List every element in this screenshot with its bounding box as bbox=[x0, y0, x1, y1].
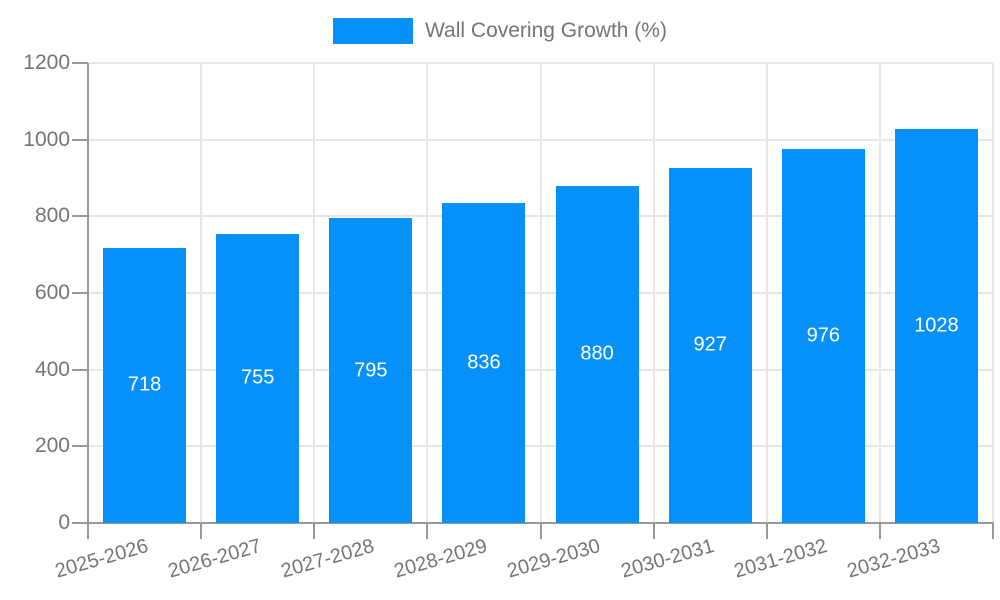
bar[interactable] bbox=[103, 247, 187, 523]
bar[interactable] bbox=[216, 233, 300, 523]
x-axis-tick bbox=[200, 523, 203, 539]
y-axis-tick-label: 0 bbox=[58, 511, 70, 534]
x-axis-tick-label: 2025-2026 bbox=[52, 535, 151, 583]
x-gridline bbox=[313, 63, 316, 523]
x-gridline bbox=[200, 63, 203, 523]
bar-value-label: 795 bbox=[354, 359, 388, 382]
x-axis-tick bbox=[765, 523, 768, 539]
x-axis-tick bbox=[652, 523, 655, 539]
bar-value-label: 976 bbox=[806, 324, 840, 347]
bar-value-label: 927 bbox=[693, 333, 727, 356]
x-axis-tick-label: 2032-2033 bbox=[844, 535, 943, 583]
bar[interactable] bbox=[329, 218, 413, 523]
x-axis-tick-label: 2031-2032 bbox=[731, 535, 830, 583]
bar-value-label: 755 bbox=[241, 366, 275, 389]
x-axis-tick-label: 2026-2027 bbox=[165, 535, 264, 583]
y-axis-tick bbox=[72, 445, 88, 448]
x-axis-tick-label: 2028-2029 bbox=[391, 535, 491, 583]
x-axis-tick bbox=[426, 523, 429, 539]
bar[interactable] bbox=[555, 185, 639, 523]
y-axis-tick bbox=[72, 522, 88, 524]
y-axis-tick-label: 800 bbox=[34, 204, 70, 228]
x-axis-tick-label: 2030-2031 bbox=[618, 535, 717, 583]
y-axis-line bbox=[87, 63, 89, 523]
y-axis-tick-label: 400 bbox=[34, 357, 70, 381]
y-axis-tick bbox=[72, 292, 88, 294]
bar[interactable] bbox=[442, 202, 526, 523]
bar[interactable] bbox=[894, 128, 978, 523]
legend-label: Wall Covering Growth (%) bbox=[425, 19, 667, 42]
y-axis-tick-label: 600 bbox=[34, 281, 70, 304]
x-gridline bbox=[426, 63, 429, 523]
x-gridline bbox=[652, 63, 655, 523]
y-axis-tick bbox=[72, 138, 88, 141]
legend[interactable]: Wall Covering Growth (%) bbox=[0, 15, 1000, 47]
bar-value-label: 880 bbox=[580, 342, 614, 365]
y-axis-tick bbox=[72, 62, 88, 64]
y-axis-tick bbox=[72, 368, 88, 371]
y-axis-tick-label: 1000 bbox=[23, 127, 70, 151]
x-axis-tick bbox=[878, 523, 881, 539]
x-axis-line bbox=[87, 522, 994, 524]
x-axis-tick bbox=[313, 523, 316, 539]
y-axis-tick bbox=[72, 215, 88, 218]
x-gridline bbox=[765, 63, 768, 523]
x-axis-tick bbox=[539, 523, 542, 539]
x-gridline bbox=[539, 63, 542, 523]
x-axis-tick-label: 2027-2028 bbox=[278, 535, 377, 583]
y-axis-tick-label: 200 bbox=[34, 434, 70, 458]
x-axis-tick bbox=[87, 523, 89, 539]
x-gridline bbox=[992, 63, 994, 523]
bar-value-label: 718 bbox=[127, 373, 162, 396]
bar-value-label: 1028 bbox=[914, 314, 959, 337]
bar[interactable] bbox=[781, 148, 865, 523]
x-axis-tick-label: 2029-2030 bbox=[505, 535, 604, 583]
x-axis-tick bbox=[992, 523, 994, 539]
y-axis-tick-label: 1200 bbox=[23, 51, 70, 74]
bar[interactable] bbox=[668, 167, 752, 523]
x-gridline bbox=[878, 63, 881, 523]
legend-swatch bbox=[333, 18, 414, 44]
bar-value-label: 836 bbox=[467, 351, 501, 374]
